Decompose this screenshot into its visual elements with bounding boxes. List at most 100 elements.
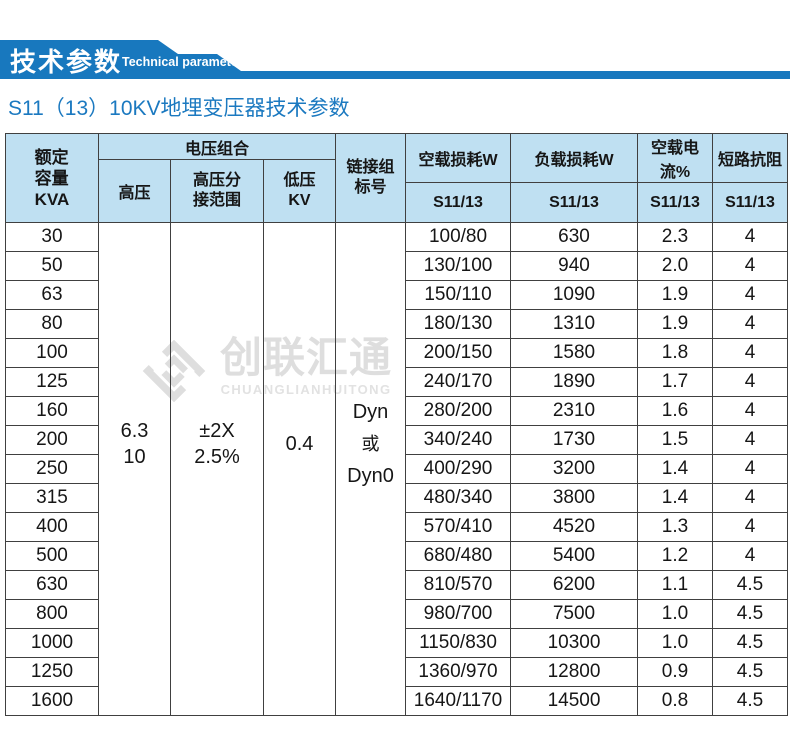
section-banner: 技术参数 Technical parameter [0,40,790,79]
cell-kva: 200 [5,425,99,455]
header-voltage-group: 电压组合 [98,133,336,160]
cell-no-load-loss: 480/340 [405,483,511,513]
header-vector-group: 链接组 标号 [335,133,406,223]
spec-table: 额定 容量 KVA 电压组合 链接组 标号 空载损耗W 负载损耗W 空载电流% … [5,133,788,716]
cell-load-loss: 12800 [510,657,638,687]
cell-kva: 315 [5,483,99,513]
cell-kva: 80 [5,309,99,339]
cell-impedance: 4 [712,512,788,542]
cell-impedance: 4 [712,396,788,426]
header-no-load-loss: 空载损耗W [405,133,511,183]
cell-no-load-loss: 980/700 [405,599,511,629]
cell-kva: 50 [5,251,99,281]
header-capacity-line: 容量 [34,168,69,188]
cell-no-load-current: 1.3 [637,512,713,542]
cell-no-load-loss: 200/150 [405,338,511,368]
table-row: 1000 1150/830 10300 1.0 4.5 [5,628,788,658]
cell-no-load-current: 0.8 [637,686,713,716]
cell-impedance: 4.5 [712,657,788,687]
cell-no-load-loss: 1640/1170 [405,686,511,716]
cell-no-load-current: 2.3 [637,222,713,252]
hv-value-line: 6.3 [120,420,149,442]
cell-no-load-loss: 240/170 [405,367,511,397]
cell-kva: 1250 [5,657,99,687]
cell-no-load-current: 1.2 [637,541,713,571]
tap-value-line: ±2X [199,420,235,442]
header-model-impedance: S11/13 [712,182,788,223]
header-capacity-line: 额定 [34,147,69,167]
cell-no-load-loss: 150/110 [405,280,511,310]
cell-load-loss: 10300 [510,628,638,658]
lv-value: 0.4 [285,433,314,455]
cell-no-load-current: 1.4 [637,454,713,484]
table-row: 1250 1360/970 12800 0.9 4.5 [5,657,788,687]
header-no-load-current: 空载电流% [637,133,713,183]
cell-no-load-current: 1.6 [637,396,713,426]
cell-no-load-current: 0.9 [637,657,713,687]
cell-no-load-loss: 1150/830 [405,628,511,658]
header-impedance: 短路抗阻 [712,133,788,183]
cell-no-load-loss: 400/290 [405,454,511,484]
cell-load-loss: 1090 [510,280,638,310]
cell-kva: 63 [5,280,99,310]
cell-load-loss: 1730 [510,425,638,455]
cell-no-load-current: 1.9 [637,309,713,339]
cell-kva: 1600 [5,686,99,716]
page-title: S11（13）10KV地埋变压器技术参数 [8,97,350,120]
cell-no-load-loss: 680/480 [405,541,511,571]
cell-no-load-loss: 180/130 [405,309,511,339]
header-capacity: 额定 容量 KVA [5,133,99,223]
banner-title-cn: 技术参数 [10,47,123,77]
cell-no-load-loss: 570/410 [405,512,511,542]
cell-impedance: 4 [712,454,788,484]
vector-value-line: Dyn [352,400,389,423]
cell-no-load-loss: 280/200 [405,396,511,426]
cell-hv-merged: 6.3 10 [98,222,171,716]
table-body: 30 6.3 10 ±2X 2.5% 0.4 Dyn 或 Dyn0 100/80… [5,222,788,716]
cell-impedance: 4 [712,483,788,513]
cell-impedance: 4 [712,425,788,455]
cell-no-load-current: 1.8 [637,338,713,368]
cell-load-loss: 630 [510,222,638,252]
cell-kva: 630 [5,570,99,600]
cell-vector-merged: Dyn 或 Dyn0 [335,222,406,716]
table-row: 800 980/700 7500 1.0 4.5 [5,599,788,629]
cell-load-loss: 1580 [510,338,638,368]
cell-no-load-loss: 340/240 [405,425,511,455]
cell-impedance: 4 [712,280,788,310]
cell-load-loss: 1310 [510,309,638,339]
cell-tap-merged: ±2X 2.5% [170,222,264,716]
cell-impedance: 4 [712,367,788,397]
cell-no-load-current: 1.9 [637,280,713,310]
table-row: 1600 1640/1170 14500 0.8 4.5 [5,686,788,716]
cell-no-load-loss: 810/570 [405,570,511,600]
header-hv-tap-line: 高压分 [192,172,241,189]
header-vector-line: 标号 [354,179,387,196]
cell-impedance: 4.5 [712,570,788,600]
table-row: 100 200/150 1580 1.8 4 [5,338,788,368]
vector-value-line: Dyn0 [347,464,394,487]
cell-load-loss: 4520 [510,512,638,542]
banner-title-en: Technical parameter [122,55,243,69]
header-model-load-loss: S11/13 [510,182,638,223]
cell-load-loss: 3800 [510,483,638,513]
table-row: 160 280/200 2310 1.6 4 [5,396,788,426]
cell-kva: 800 [5,599,99,629]
cell-kva: 400 [5,512,99,542]
cell-impedance: 4 [712,309,788,339]
header-model-no-load-loss: S11/13 [405,182,511,223]
cell-kva: 250 [5,454,99,484]
cell-no-load-loss: 130/100 [405,251,511,281]
header-hv-tap: 高压分 接范围 [170,159,264,223]
table-row: 63 150/110 1090 1.9 4 [5,280,788,310]
table-header: 额定 容量 KVA 电压组合 链接组 标号 空载损耗W 负载损耗W 空载电流% … [5,133,788,223]
cell-kva: 500 [5,541,99,571]
cell-load-loss: 14500 [510,686,638,716]
header-capacity-line: KVA [34,189,70,209]
cell-load-loss: 5400 [510,541,638,571]
header-hv-tap-line: 接范围 [192,192,241,209]
header-lv-line: 低压 [283,172,316,189]
vector-value-line: 或 [361,433,380,454]
cell-kva: 30 [5,222,99,252]
header-model-no-load-current: S11/13 [637,182,713,223]
